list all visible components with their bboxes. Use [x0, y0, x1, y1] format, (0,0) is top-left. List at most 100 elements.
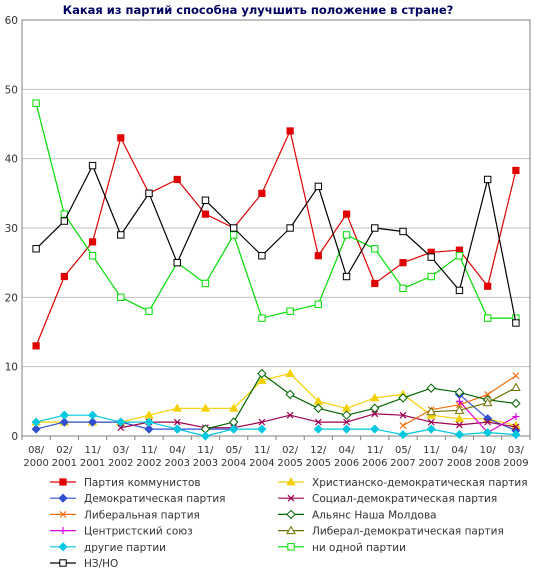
- data-point: [484, 418, 492, 426]
- data-point: [258, 314, 266, 322]
- data-point: [58, 542, 68, 552]
- data-point: [286, 525, 296, 535]
- data-point: [399, 411, 407, 419]
- data-point: [313, 424, 323, 434]
- data-point: [60, 217, 69, 225]
- data-point: [229, 224, 238, 232]
- data-point: [200, 431, 211, 441]
- data-point: [286, 127, 294, 135]
- legend-item: ни одной партии: [278, 542, 406, 554]
- data-point: [341, 410, 352, 420]
- axes: 0 10 20 30 40 50 60 08/2000 02/2001 11/2001 03/200…: [5, 15, 531, 469]
- data-point: [455, 252, 464, 260]
- data-point: [31, 424, 41, 434]
- data-point: [59, 417, 69, 427]
- data-point: [88, 252, 97, 260]
- data-point: [32, 245, 40, 253]
- data-point: [172, 424, 182, 434]
- data-point: [455, 397, 463, 405]
- data-point: [342, 210, 351, 218]
- data-point: [456, 421, 463, 429]
- chart-title: Какая из партий способна улучшить положе…: [63, 3, 454, 17]
- x-tick-label: 03/: [508, 445, 525, 456]
- legend-item: Демократическая партия: [50, 493, 225, 505]
- x-tick-label: 2006: [362, 458, 387, 469]
- data-point: [427, 272, 435, 281]
- legend-item: Партия коммунистов: [50, 477, 201, 489]
- data-point: [60, 272, 68, 281]
- x-tick-label: 04/: [339, 445, 356, 456]
- series: [32, 127, 520, 350]
- data-point: [117, 134, 125, 142]
- data-point: [173, 418, 181, 426]
- data-point: [258, 252, 266, 260]
- x-tick-label: 2000: [23, 458, 48, 469]
- series: [117, 410, 520, 432]
- data-point: [454, 430, 465, 440]
- data-point: [511, 398, 521, 409]
- data-point: [59, 559, 67, 567]
- data-point: [144, 424, 154, 434]
- data-point: [512, 319, 520, 327]
- data-point: [88, 238, 97, 246]
- data-point: [201, 210, 210, 218]
- legend-label: Либеральная партия: [84, 509, 200, 521]
- data-point: [512, 372, 520, 380]
- series-line: [35, 130, 517, 347]
- x-tick-label: 2008: [475, 458, 500, 469]
- data-point: [454, 413, 465, 423]
- data-point: [200, 403, 211, 412]
- legend-label: Партия коммунистов: [84, 477, 201, 489]
- series-line: [35, 103, 516, 319]
- data-point: [173, 175, 181, 184]
- data-point: [482, 397, 493, 407]
- data-point: [287, 494, 295, 502]
- data-point: [484, 282, 492, 290]
- series-line: [35, 165, 517, 324]
- data-point: [483, 314, 492, 322]
- legend-item: другие партии: [50, 542, 166, 554]
- data-point: [399, 422, 407, 430]
- x-tick-label: 05/: [395, 445, 412, 456]
- data-point: [145, 307, 153, 315]
- x-tick-label: 11/: [85, 445, 102, 456]
- data-point: [229, 231, 238, 239]
- data-point: [59, 410, 69, 420]
- legend-label: Христианско-демократическая партия: [312, 477, 528, 489]
- y-tick-label: 0: [11, 431, 18, 443]
- x-tick-label: 05/: [226, 445, 243, 456]
- x-tick-label: 2005: [306, 458, 331, 469]
- legend-item: Альянс Наша Молдова: [278, 509, 437, 521]
- data-point: [285, 368, 295, 378]
- series: [31, 368, 521, 430]
- data-point: [32, 342, 40, 350]
- data-point: [399, 259, 407, 267]
- legend-item: Центристский союз: [50, 526, 193, 538]
- legend-item: Либерал-демократическая партия: [278, 525, 504, 538]
- data-point: [427, 418, 435, 426]
- legend-label: Демократическая партия: [84, 493, 225, 505]
- series-line: [35, 393, 517, 432]
- data-point: [399, 284, 407, 293]
- data-point: [512, 423, 520, 431]
- data-point: [87, 410, 98, 420]
- data-point: [201, 196, 210, 204]
- data-point: [173, 258, 181, 267]
- data-point: [258, 189, 266, 197]
- y-tick-label: 20: [5, 292, 18, 304]
- legend-label: Либерал-демократическая партия: [312, 526, 504, 538]
- data-point: [286, 509, 296, 520]
- data-point: [286, 477, 296, 486]
- x-tick-label: 2003: [164, 458, 189, 469]
- legend-label: другие партии: [84, 542, 166, 554]
- series: [31, 410, 521, 441]
- data-point: [314, 182, 323, 191]
- legend-item: Либеральная партия: [50, 509, 200, 521]
- data-point: [370, 424, 380, 434]
- data-point: [342, 231, 351, 239]
- data-point: [257, 368, 267, 379]
- data-point: [31, 417, 41, 427]
- legend-item: НЗ/НО: [50, 558, 118, 570]
